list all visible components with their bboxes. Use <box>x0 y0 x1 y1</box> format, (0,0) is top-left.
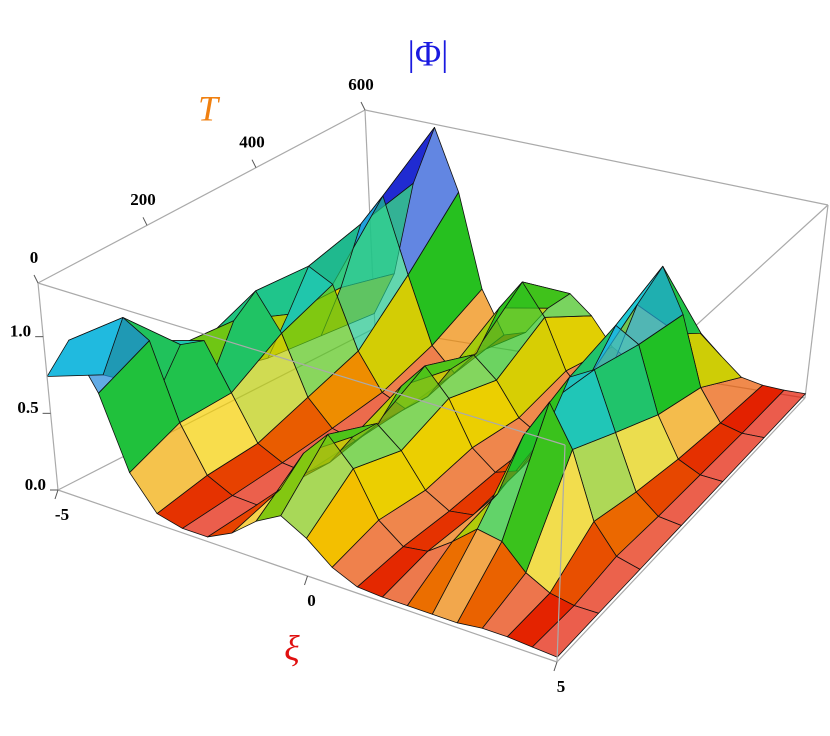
y-tick <box>251 159 257 168</box>
y-axis-label: T <box>198 88 221 128</box>
x-tick-label: 0 <box>307 591 316 610</box>
box-edge <box>556 444 566 663</box>
box-edge <box>37 282 59 491</box>
box-edge <box>364 109 829 206</box>
y-tick <box>142 217 148 226</box>
z-axis-label: |Φ| <box>408 33 449 73</box>
x-axis-label: ξ <box>284 628 300 668</box>
surface-cell <box>46 317 124 377</box>
box-edge <box>37 109 366 284</box>
x-tick-label: -5 <box>55 505 69 524</box>
y-tick <box>360 101 366 111</box>
x-tick <box>304 575 308 586</box>
y-tick-label: 0 <box>30 248 39 267</box>
z-tick-label: 0.5 <box>17 398 38 417</box>
y-tick-label: 400 <box>239 133 265 152</box>
box-edge <box>804 204 829 399</box>
x-tick-label: 5 <box>557 677 566 696</box>
y-tick <box>33 274 39 284</box>
z-tick-label: 0.0 <box>25 475 46 494</box>
x-tick <box>553 661 558 672</box>
y-tick-label: 200 <box>130 190 156 209</box>
y-tick-label: 600 <box>348 75 374 94</box>
z-tick-label: 1.0 <box>10 322 31 341</box>
surface <box>46 127 806 658</box>
box-front: -5 0 5 0 200 400 600 0.0 0.5 1.0 <box>10 75 806 696</box>
box-edge <box>556 397 806 663</box>
x-tick <box>54 489 59 500</box>
box-edge <box>37 282 566 446</box>
